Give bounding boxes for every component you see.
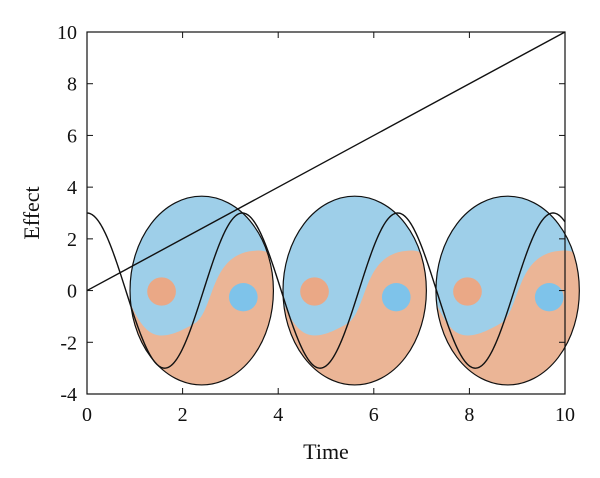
x-tick-label: 2 [178,404,188,426]
linear-series-line [86,31,566,292]
y-tick-label: 0 [67,281,77,303]
x-tick-label: 8 [464,404,474,426]
yin-yang-outline [282,195,427,386]
x-axis-label: Time [303,439,349,464]
blue-dot [534,283,564,312]
orange-dot [453,277,482,306]
x-tick-label: 10 [555,404,575,426]
y-tick-label: 8 [67,74,77,96]
y-tick-label: -2 [60,332,77,354]
yin-yang-outline [129,195,275,386]
y-axis-label: Effect [19,186,44,239]
blue-dot [381,283,411,312]
y-tick-label: 4 [67,177,77,199]
x-tick-label: 4 [273,404,283,426]
orange-dot [300,277,329,306]
plot-border [86,31,566,395]
x-tick-label: 6 [369,404,379,426]
oscillation-series-line [86,212,566,369]
blue-dot [228,283,258,312]
y-tick-label: 6 [67,125,77,147]
yin-yang-shape-2 [282,196,427,385]
y-tick-label: -4 [60,384,77,406]
axis-ticks: 0 2 4 6 8 10 -4 -2 0 2 4 6 8 10 [57,22,575,426]
orange-dot [147,277,176,306]
y-tick-label: 2 [67,229,77,251]
yin-yang-shape-1 [130,196,274,385]
y-tick-label: 10 [57,22,77,44]
plot-frame [86,31,566,395]
x-tick-label: 0 [82,404,92,426]
series-lines [86,31,566,369]
